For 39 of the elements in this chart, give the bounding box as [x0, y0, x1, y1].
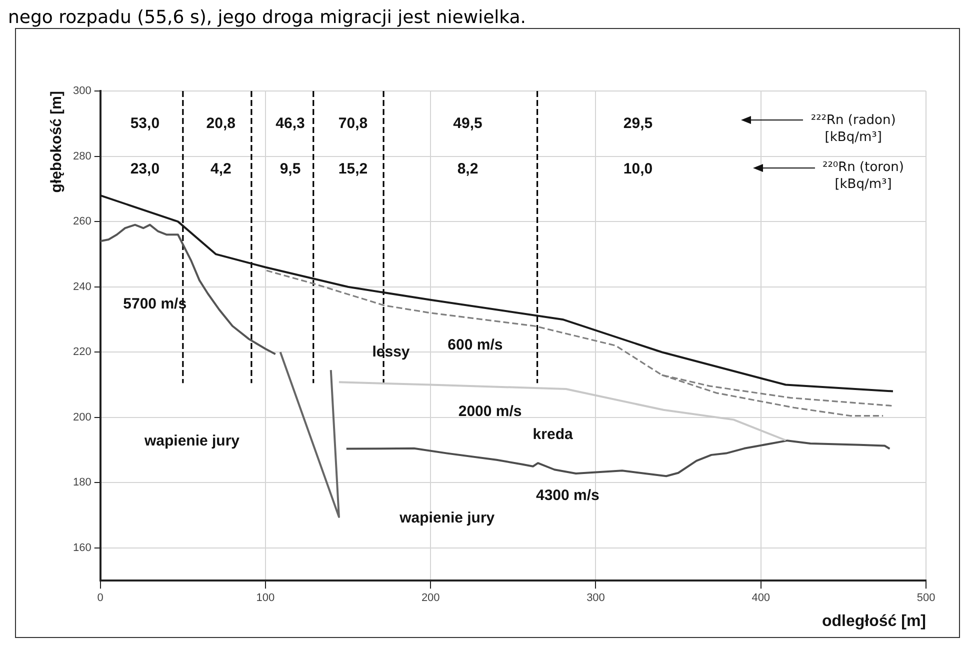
annotation: lessy [372, 343, 410, 360]
text: nego rozpadu (55,6 s), jego droga migracji jest niewielka. [8, 7, 528, 28]
y-axis-title: głębokość [m] [48, 91, 66, 193]
x-axis-title: odległość [m] [822, 612, 926, 630]
annotation: wapienie jury [143, 432, 240, 450]
annotation: 70,8 [338, 114, 368, 132]
annotation: wapienie jury [398, 510, 496, 527]
annotation: 29,5 [623, 114, 653, 132]
y-tick-label: 260 [72, 216, 92, 228]
annotation: 8,2 [457, 160, 478, 178]
annotation: 4,2 [210, 160, 232, 178]
x-tick-label: 200 [421, 592, 440, 604]
y-tick-label: 180 [72, 476, 92, 489]
x-tick-label: 400 [752, 592, 770, 604]
annotation: kreda [532, 426, 574, 443]
y-tick-label: 160 [72, 542, 92, 554]
annotation: 53,0 [130, 114, 160, 132]
y-tick-label: 240 [72, 280, 92, 293]
x-tick-label: 500 [916, 592, 936, 604]
y-tick-label: 200 [72, 411, 92, 424]
annotation: 23,0 [130, 160, 160, 178]
annotation: 5700 m/s [123, 296, 187, 313]
annotation: 2000 m/s [458, 402, 522, 420]
annotation: 49,5 [453, 114, 482, 132]
annotation: ²²⁰Rn (toron) [kBq/m³] [822, 160, 904, 192]
annotation: ²²²Rn (radon) [kBq/m³] [810, 112, 896, 145]
annotation: 15,2 [338, 160, 368, 178]
annotation: 20,8 [206, 114, 236, 132]
y-tick-label: 220 [72, 346, 92, 358]
x-tick-label: 0 [97, 592, 104, 604]
annotation: 9,5 [280, 160, 301, 178]
y-tick-label: 280 [72, 150, 92, 162]
annotation: 600 m/s [448, 336, 503, 354]
x-tick-label: 300 [586, 592, 605, 604]
y-tick-label: 300 [72, 85, 92, 98]
annotation: 4300 m/s [536, 486, 600, 504]
annotation: 10,0 [623, 160, 653, 178]
x-tick-label: 100 [256, 592, 275, 604]
annotation: 46,3 [276, 114, 305, 132]
